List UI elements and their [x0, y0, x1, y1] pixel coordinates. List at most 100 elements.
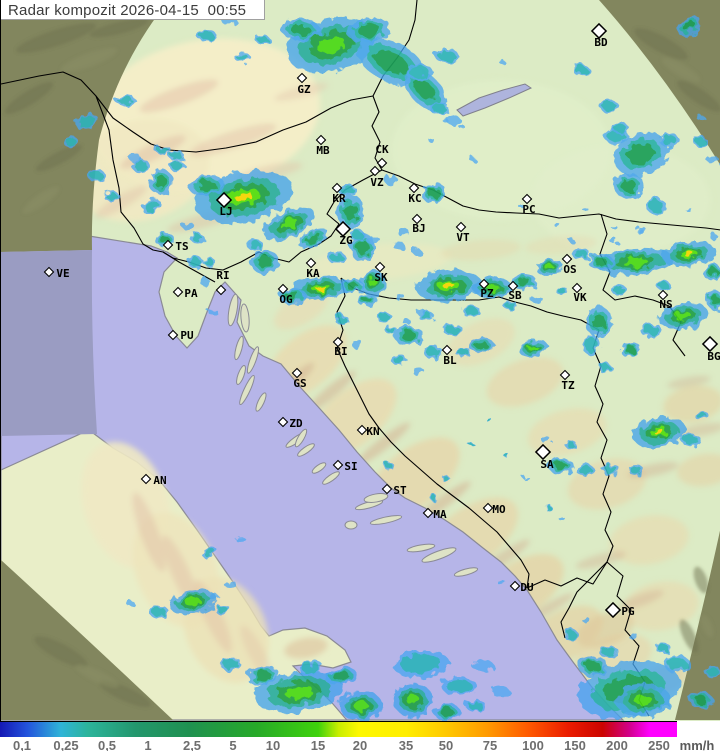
radar-cell [497, 579, 505, 585]
radar-cell [601, 647, 617, 657]
terrain-patch [355, 422, 411, 466]
legend-tick: 150 [564, 738, 586, 751]
radar-cell [315, 285, 327, 291]
radar-cell [358, 23, 380, 37]
radar-cell [198, 180, 216, 192]
radar-cell [554, 462, 568, 470]
radar-cell [208, 309, 218, 315]
radar-cell [565, 631, 577, 639]
radar-cell [291, 24, 311, 36]
terrain-patch [240, 625, 272, 679]
station-label-VE: VE [56, 267, 69, 280]
radar-cell [366, 236, 380, 244]
radar-cell [223, 659, 239, 669]
radar-cell [425, 347, 441, 357]
title-bar: Radar kompozit 2026-04-15 00:55 [1, 0, 265, 20]
terrain-patch [609, 515, 689, 565]
radar-cell [393, 242, 405, 250]
radar-cell [604, 465, 618, 475]
intensity-legend: 0,1 0,25 0,5 1 2,5 5 10 15 20 35 50 75 100 150 200 250 … [0, 721, 720, 751]
terrain-patch [60, 47, 118, 73]
radar-cell [284, 685, 314, 699]
radar-cell [446, 115, 460, 125]
radar-cell [105, 192, 117, 200]
terrain-patch [139, 79, 219, 113]
radar-cell [171, 162, 183, 170]
station-label-PA: PA [184, 287, 198, 300]
radar-cell [406, 694, 420, 706]
radar-cell [575, 65, 587, 75]
radar-cell [155, 175, 167, 189]
terrain-patch [94, 185, 148, 219]
terrain-patch [677, 80, 720, 112]
radar-cell [127, 601, 135, 607]
radar-cell [403, 319, 411, 325]
radar-cell [431, 103, 447, 113]
station-marker-PU [167, 329, 179, 341]
radar-cell [90, 171, 104, 181]
station-label-PU: PU [180, 329, 194, 342]
radar-cell [440, 707, 454, 717]
intensity-gradient-bar [0, 721, 677, 737]
radar-cell [609, 237, 617, 243]
radar-cell [498, 59, 504, 63]
terrain-patch [663, 385, 720, 423]
terrain-patch [576, 611, 634, 649]
station-marker-PA [172, 286, 184, 298]
legend-tick: 10 [265, 738, 281, 751]
radar-cell [203, 548, 215, 556]
legend-tick: 0,1 [12, 738, 32, 751]
radar-cell [235, 192, 253, 202]
station-marker-VE [43, 266, 55, 278]
radar-cell [634, 694, 652, 706]
station-marker-SB [507, 280, 519, 292]
island [234, 335, 244, 361]
terrain-patch [677, 422, 720, 438]
radar-cell [258, 255, 272, 269]
radar-cell [384, 175, 398, 185]
radar-precipitation-layer [63, 15, 720, 721]
station-marker-KR [331, 182, 343, 194]
radar-cell [531, 296, 543, 304]
radar-cell [654, 429, 664, 435]
radar-cell [438, 50, 456, 62]
radar-cell [379, 314, 391, 322]
station-label-BG: BG [707, 350, 720, 363]
radar-cell [280, 218, 298, 230]
radar-cell [569, 239, 575, 243]
station-marker-GZ [296, 72, 308, 84]
radar-cell [386, 327, 396, 333]
station-label-VK: VK [573, 291, 587, 304]
radar-cell [675, 311, 691, 321]
station-marker-KC [408, 182, 420, 194]
station-label-BI: BI [334, 345, 347, 358]
radar-cell [667, 657, 687, 671]
radar-cell [217, 606, 229, 614]
radar-cell [255, 671, 271, 681]
radar-cell [684, 251, 694, 257]
radar-cell [204, 258, 214, 266]
radar-cell [353, 701, 369, 711]
radar-cell [594, 258, 608, 266]
island [453, 567, 479, 577]
station-marker-BL [441, 344, 453, 356]
terrain-patch [306, 370, 356, 414]
station-marker-LJ [215, 191, 233, 209]
station-label-MB: MB [316, 144, 330, 157]
radar-cell [492, 687, 510, 697]
station-marker-SI [332, 459, 344, 471]
radar-cell [200, 278, 210, 286]
radar-cell [599, 364, 611, 372]
station-label-TS: TS [175, 240, 188, 253]
legend-tick: 35 [398, 738, 414, 751]
radar-cell [553, 222, 559, 226]
station-marker-ST [381, 483, 393, 495]
station-marker-OS [561, 253, 573, 265]
radar-cell [333, 671, 349, 681]
station-label-RI: RI [216, 269, 229, 282]
station-marker-OG [277, 283, 289, 295]
radar-cell [517, 278, 531, 286]
radar-cell [185, 597, 201, 607]
radar-cell [695, 411, 707, 419]
station-marker-SA [534, 443, 552, 461]
